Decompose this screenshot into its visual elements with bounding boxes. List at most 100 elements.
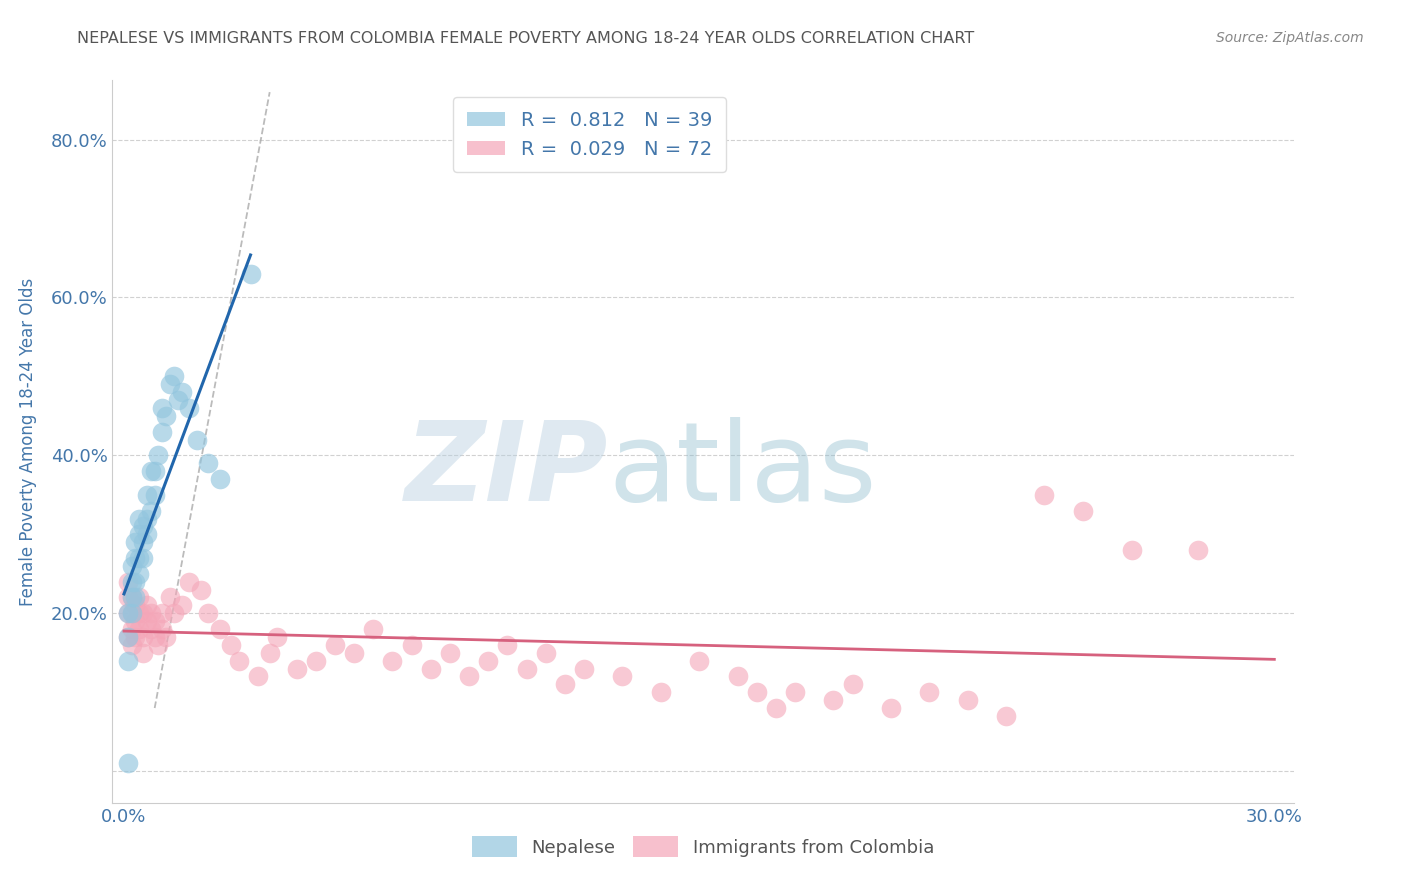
Point [650, 685, 672, 699]
Point [117, 607, 139, 621]
Text: ZIP: ZIP [405, 417, 609, 524]
Legend: Nepalese, Immigrants from Colombia: Nepalese, Immigrants from Colombia [463, 827, 943, 866]
Point [572, 662, 595, 676]
Point [159, 591, 181, 605]
Point [143, 614, 166, 628]
Point [305, 654, 328, 668]
Point [121, 607, 143, 621]
Point [117, 630, 139, 644]
Point [150, 607, 173, 621]
Point [132, 630, 155, 644]
Point [124, 551, 146, 566]
Point [117, 756, 139, 771]
Point [124, 535, 146, 549]
Point [197, 456, 219, 470]
Point [994, 709, 1017, 723]
Point [163, 607, 186, 621]
Point [128, 511, 150, 525]
Point [121, 622, 143, 636]
Point [880, 701, 903, 715]
Point [117, 591, 139, 605]
Point [1071, 503, 1094, 517]
Point [136, 488, 159, 502]
Point [727, 669, 749, 683]
Point [128, 566, 150, 581]
Point [121, 574, 143, 589]
Point [128, 527, 150, 541]
Point [117, 630, 139, 644]
Point [136, 599, 159, 613]
Point [163, 369, 186, 384]
Point [496, 638, 519, 652]
Point [128, 591, 150, 605]
Y-axis label: Female Poverty Among 18-24 Year Olds: Female Poverty Among 18-24 Year Olds [18, 277, 37, 606]
Point [155, 630, 177, 644]
Point [124, 599, 146, 613]
Point [612, 669, 634, 683]
Point [323, 638, 346, 652]
Point [124, 614, 146, 628]
Point [439, 646, 461, 660]
Point [139, 503, 162, 517]
Point [186, 433, 208, 447]
Point [159, 377, 181, 392]
Point [148, 638, 170, 652]
Point [170, 385, 193, 400]
Point [228, 654, 250, 668]
Point [143, 630, 166, 644]
Text: atlas: atlas [609, 417, 877, 524]
Point [1121, 543, 1143, 558]
Point [477, 654, 499, 668]
Point [121, 638, 143, 652]
Point [745, 685, 768, 699]
Point [765, 701, 787, 715]
Point [128, 607, 150, 621]
Point [121, 591, 143, 605]
Point [132, 551, 155, 566]
Point [361, 622, 384, 636]
Point [208, 472, 231, 486]
Point [1033, 488, 1056, 502]
Point [166, 393, 188, 408]
Point [285, 662, 308, 676]
Point [419, 662, 441, 676]
Point [179, 401, 201, 415]
Point [208, 622, 231, 636]
Point [155, 409, 177, 423]
Text: NEPALESE VS IMMIGRANTS FROM COLOMBIA FEMALE POVERTY AMONG 18-24 YEAR OLDS CORREL: NEPALESE VS IMMIGRANTS FROM COLOMBIA FEM… [77, 31, 974, 46]
Point [918, 685, 941, 699]
Point [841, 677, 863, 691]
Point [124, 630, 146, 644]
Point [170, 599, 193, 613]
Point [139, 622, 162, 636]
Point [381, 654, 404, 668]
Point [117, 654, 139, 668]
Point [150, 401, 173, 415]
Point [132, 519, 155, 533]
Point [401, 638, 423, 652]
Point [197, 607, 219, 621]
Point [128, 551, 150, 566]
Point [343, 646, 366, 660]
Point [179, 574, 201, 589]
Point [136, 527, 159, 541]
Point [121, 607, 143, 621]
Point [117, 607, 139, 621]
Point [956, 693, 979, 707]
Point [143, 464, 166, 478]
Point [117, 574, 139, 589]
Point [150, 425, 173, 439]
Point [266, 630, 288, 644]
Point [148, 448, 170, 462]
Point [132, 607, 155, 621]
Text: Source: ZipAtlas.com: Source: ZipAtlas.com [1216, 31, 1364, 45]
Point [139, 607, 162, 621]
Point [124, 574, 146, 589]
Point [139, 464, 162, 478]
Point [190, 582, 212, 597]
Point [239, 267, 262, 281]
Point [259, 646, 281, 660]
Point [554, 677, 576, 691]
Point [121, 558, 143, 573]
Point [688, 654, 710, 668]
